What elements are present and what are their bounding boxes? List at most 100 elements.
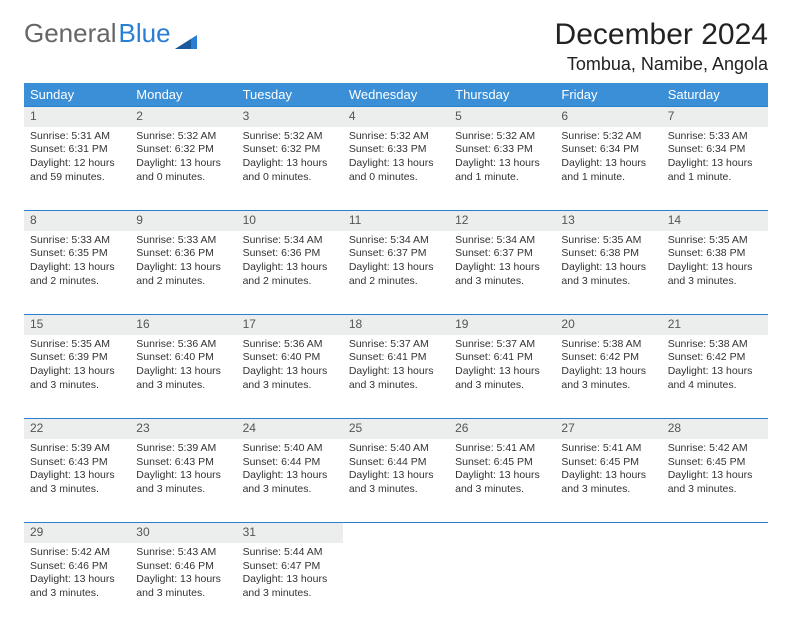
sunrise-line: Sunrise: 5:34 AM: [349, 234, 443, 248]
sunrise-line: Sunrise: 5:37 AM: [455, 338, 549, 352]
day-cell: Sunrise: 5:44 AMSunset: 6:47 PMDaylight:…: [237, 543, 343, 627]
sunset-line: Sunset: 6:46 PM: [30, 560, 124, 574]
sunrise-line: Sunrise: 5:40 AM: [349, 442, 443, 456]
day-cell: Sunrise: 5:39 AMSunset: 6:43 PMDaylight:…: [24, 439, 130, 523]
sunset-line: Sunset: 6:33 PM: [455, 143, 549, 157]
day-cell: Sunrise: 5:40 AMSunset: 6:44 PMDaylight:…: [237, 439, 343, 523]
sunrise-line: Sunrise: 5:32 AM: [136, 130, 230, 144]
day-number: 27: [555, 419, 661, 439]
day-body-row: Sunrise: 5:42 AMSunset: 6:46 PMDaylight:…: [24, 543, 768, 627]
sunset-line: Sunset: 6:43 PM: [30, 456, 124, 470]
day-cell: Sunrise: 5:36 AMSunset: 6:40 PMDaylight:…: [237, 335, 343, 419]
sunrise-line: Sunrise: 5:31 AM: [30, 130, 124, 144]
daylight-line: Daylight: 13 hours and 3 minutes.: [243, 573, 337, 600]
day-number: 3: [237, 107, 343, 127]
sunrise-line: Sunrise: 5:34 AM: [243, 234, 337, 248]
sunrise-line: Sunrise: 5:32 AM: [561, 130, 655, 144]
daylight-line: Daylight: 13 hours and 2 minutes.: [243, 261, 337, 288]
sunset-line: Sunset: 6:37 PM: [455, 247, 549, 261]
day-number: [555, 523, 661, 543]
sunset-line: Sunset: 6:32 PM: [136, 143, 230, 157]
day-header: Tuesday: [237, 83, 343, 107]
day-number: [662, 523, 768, 543]
sunrise-line: Sunrise: 5:32 AM: [349, 130, 443, 144]
day-number: 14: [662, 211, 768, 231]
sunrise-line: Sunrise: 5:38 AM: [668, 338, 762, 352]
sunrise-line: Sunrise: 5:41 AM: [561, 442, 655, 456]
title-block: December 2024 Tombua, Namibe, Angola: [555, 18, 768, 75]
day-cell: Sunrise: 5:39 AMSunset: 6:43 PMDaylight:…: [130, 439, 236, 523]
sunset-line: Sunset: 6:41 PM: [455, 351, 549, 365]
day-cell: [555, 543, 661, 627]
day-cell: [343, 543, 449, 627]
daylight-line: Daylight: 13 hours and 3 minutes.: [30, 365, 124, 392]
sunset-line: Sunset: 6:43 PM: [136, 456, 230, 470]
day-number: 10: [237, 211, 343, 231]
sunrise-line: Sunrise: 5:44 AM: [243, 546, 337, 560]
sunset-line: Sunset: 6:38 PM: [561, 247, 655, 261]
day-header: Sunday: [24, 83, 130, 107]
daylight-line: Daylight: 13 hours and 2 minutes.: [349, 261, 443, 288]
daylight-line: Daylight: 13 hours and 3 minutes.: [455, 261, 549, 288]
daylight-line: Daylight: 13 hours and 3 minutes.: [243, 469, 337, 496]
sunset-line: Sunset: 6:47 PM: [243, 560, 337, 574]
day-cell: Sunrise: 5:33 AMSunset: 6:36 PMDaylight:…: [130, 231, 236, 315]
logo-text-blue: Blue: [119, 18, 171, 49]
day-cell: Sunrise: 5:43 AMSunset: 6:46 PMDaylight:…: [130, 543, 236, 627]
day-cell: Sunrise: 5:42 AMSunset: 6:45 PMDaylight:…: [662, 439, 768, 523]
day-cell: Sunrise: 5:36 AMSunset: 6:40 PMDaylight:…: [130, 335, 236, 419]
daylight-line: Daylight: 13 hours and 3 minutes.: [30, 469, 124, 496]
day-number: 9: [130, 211, 236, 231]
sunset-line: Sunset: 6:38 PM: [668, 247, 762, 261]
day-number: 23: [130, 419, 236, 439]
day-number: 26: [449, 419, 555, 439]
day-cell: Sunrise: 5:31 AMSunset: 6:31 PMDaylight:…: [24, 127, 130, 211]
day-cell: Sunrise: 5:33 AMSunset: 6:34 PMDaylight:…: [662, 127, 768, 211]
sunrise-line: Sunrise: 5:39 AM: [30, 442, 124, 456]
daylight-line: Daylight: 13 hours and 3 minutes.: [668, 261, 762, 288]
day-header: Friday: [555, 83, 661, 107]
daylight-line: Daylight: 13 hours and 4 minutes.: [668, 365, 762, 392]
day-number: 2: [130, 107, 236, 127]
day-cell: Sunrise: 5:32 AMSunset: 6:34 PMDaylight:…: [555, 127, 661, 211]
day-cell: Sunrise: 5:38 AMSunset: 6:42 PMDaylight:…: [555, 335, 661, 419]
day-cell: Sunrise: 5:37 AMSunset: 6:41 PMDaylight:…: [449, 335, 555, 419]
sunrise-line: Sunrise: 5:39 AM: [136, 442, 230, 456]
day-cell: Sunrise: 5:34 AMSunset: 6:37 PMDaylight:…: [449, 231, 555, 315]
day-cell: Sunrise: 5:35 AMSunset: 6:39 PMDaylight:…: [24, 335, 130, 419]
daylight-line: Daylight: 13 hours and 3 minutes.: [136, 573, 230, 600]
day-number: 24: [237, 419, 343, 439]
sunrise-line: Sunrise: 5:33 AM: [30, 234, 124, 248]
month-title: December 2024: [555, 18, 768, 52]
daylight-line: Daylight: 13 hours and 3 minutes.: [30, 573, 124, 600]
daylight-line: Daylight: 13 hours and 0 minutes.: [243, 157, 337, 184]
sunset-line: Sunset: 6:32 PM: [243, 143, 337, 157]
day-number: 5: [449, 107, 555, 127]
day-cell: Sunrise: 5:40 AMSunset: 6:44 PMDaylight:…: [343, 439, 449, 523]
day-number: 16: [130, 315, 236, 335]
day-number: 21: [662, 315, 768, 335]
sunrise-line: Sunrise: 5:35 AM: [561, 234, 655, 248]
location: Tombua, Namibe, Angola: [555, 54, 768, 75]
day-number: 25: [343, 419, 449, 439]
calendar-table: SundayMondayTuesdayWednesdayThursdayFrid…: [24, 83, 768, 627]
daylight-line: Daylight: 13 hours and 2 minutes.: [30, 261, 124, 288]
day-number: 1: [24, 107, 130, 127]
sunrise-line: Sunrise: 5:35 AM: [668, 234, 762, 248]
day-cell: Sunrise: 5:42 AMSunset: 6:46 PMDaylight:…: [24, 543, 130, 627]
day-number-row: 1234567: [24, 107, 768, 127]
daylight-line: Daylight: 13 hours and 3 minutes.: [136, 469, 230, 496]
daylight-line: Daylight: 13 hours and 3 minutes.: [136, 365, 230, 392]
day-number: 30: [130, 523, 236, 543]
logo: GeneralBlue: [24, 18, 197, 49]
day-header: Monday: [130, 83, 236, 107]
daylight-line: Daylight: 13 hours and 3 minutes.: [561, 261, 655, 288]
daylight-line: Daylight: 13 hours and 1 minute.: [668, 157, 762, 184]
day-header: Saturday: [662, 83, 768, 107]
sunset-line: Sunset: 6:39 PM: [30, 351, 124, 365]
day-number: 28: [662, 419, 768, 439]
daylight-line: Daylight: 13 hours and 3 minutes.: [455, 469, 549, 496]
day-cell: Sunrise: 5:38 AMSunset: 6:42 PMDaylight:…: [662, 335, 768, 419]
sunrise-line: Sunrise: 5:36 AM: [136, 338, 230, 352]
daylight-line: Daylight: 13 hours and 3 minutes.: [668, 469, 762, 496]
